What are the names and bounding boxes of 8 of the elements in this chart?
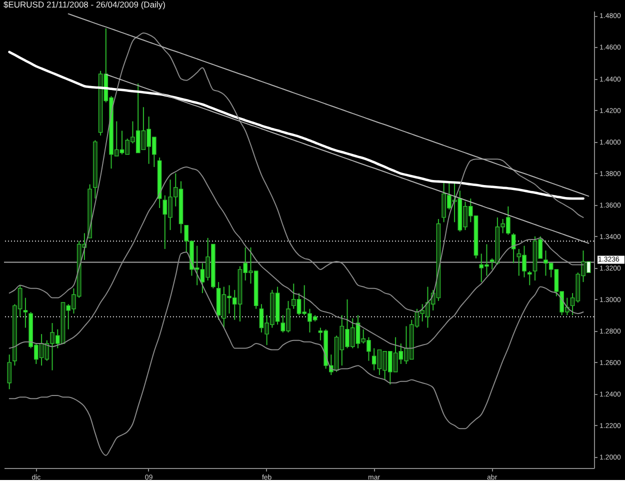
chart-title: $EURUSD 21/11/2008 - 26/04/2009 (Daily) [4, 0, 166, 10]
candlestick [527, 270, 532, 286]
line-series [8, 50, 584, 200]
line-series [68, 13, 590, 197]
line-series [105, 74, 590, 244]
line-series [8, 252, 584, 456]
candlestick [7, 354, 12, 390]
candlestick [23, 297, 28, 328]
